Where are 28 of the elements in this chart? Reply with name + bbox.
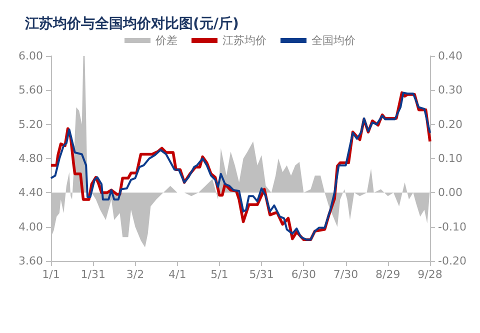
x-tick-label: 7/30 [333, 268, 358, 281]
x-tick-label: 4/1 [168, 268, 186, 281]
x-tick-label: 1/1 [42, 268, 60, 281]
x-tick-label: 8/29 [376, 268, 400, 281]
y-tick-label: 5.20 [18, 118, 43, 131]
x-tick-label: 1/31 [80, 268, 106, 281]
y-tick-label: 3.60 [18, 254, 43, 268]
y-tick-label: 5.60 [18, 84, 43, 97]
y2-tick-label: 0.20 [438, 118, 462, 131]
x-tick-label: 5/31 [249, 268, 274, 281]
y2-tick-label: -0.20 [438, 254, 466, 268]
y-tick-label: 4.00 [18, 220, 43, 234]
x-tick-label: 5/1 [210, 268, 228, 281]
y2-tick-label: -0.10 [438, 220, 466, 234]
y2-tick-label: 0.30 [438, 84, 462, 97]
y-tick-label: 6.00 [18, 50, 43, 62]
y-tick-label: 4.40 [18, 186, 43, 200]
x-tick-label: 6/30 [291, 268, 316, 281]
x-tick-label: 9/28 [418, 268, 442, 281]
x-tick-label: 3/2 [126, 268, 144, 281]
legend-label: 全国均价 [312, 34, 356, 47]
legend-label: 价差 [154, 34, 178, 47]
y2-tick-label: 0.40 [438, 50, 462, 62]
y-tick-label: 4.80 [18, 152, 43, 165]
legend-label: 江苏均价 [222, 34, 266, 47]
y2-tick-label: 0.10 [438, 152, 462, 165]
chart-title: 江苏均价与全国均价对比图(元/斤) [24, 15, 239, 32]
y2-tick-label: 0.00 [438, 186, 462, 200]
